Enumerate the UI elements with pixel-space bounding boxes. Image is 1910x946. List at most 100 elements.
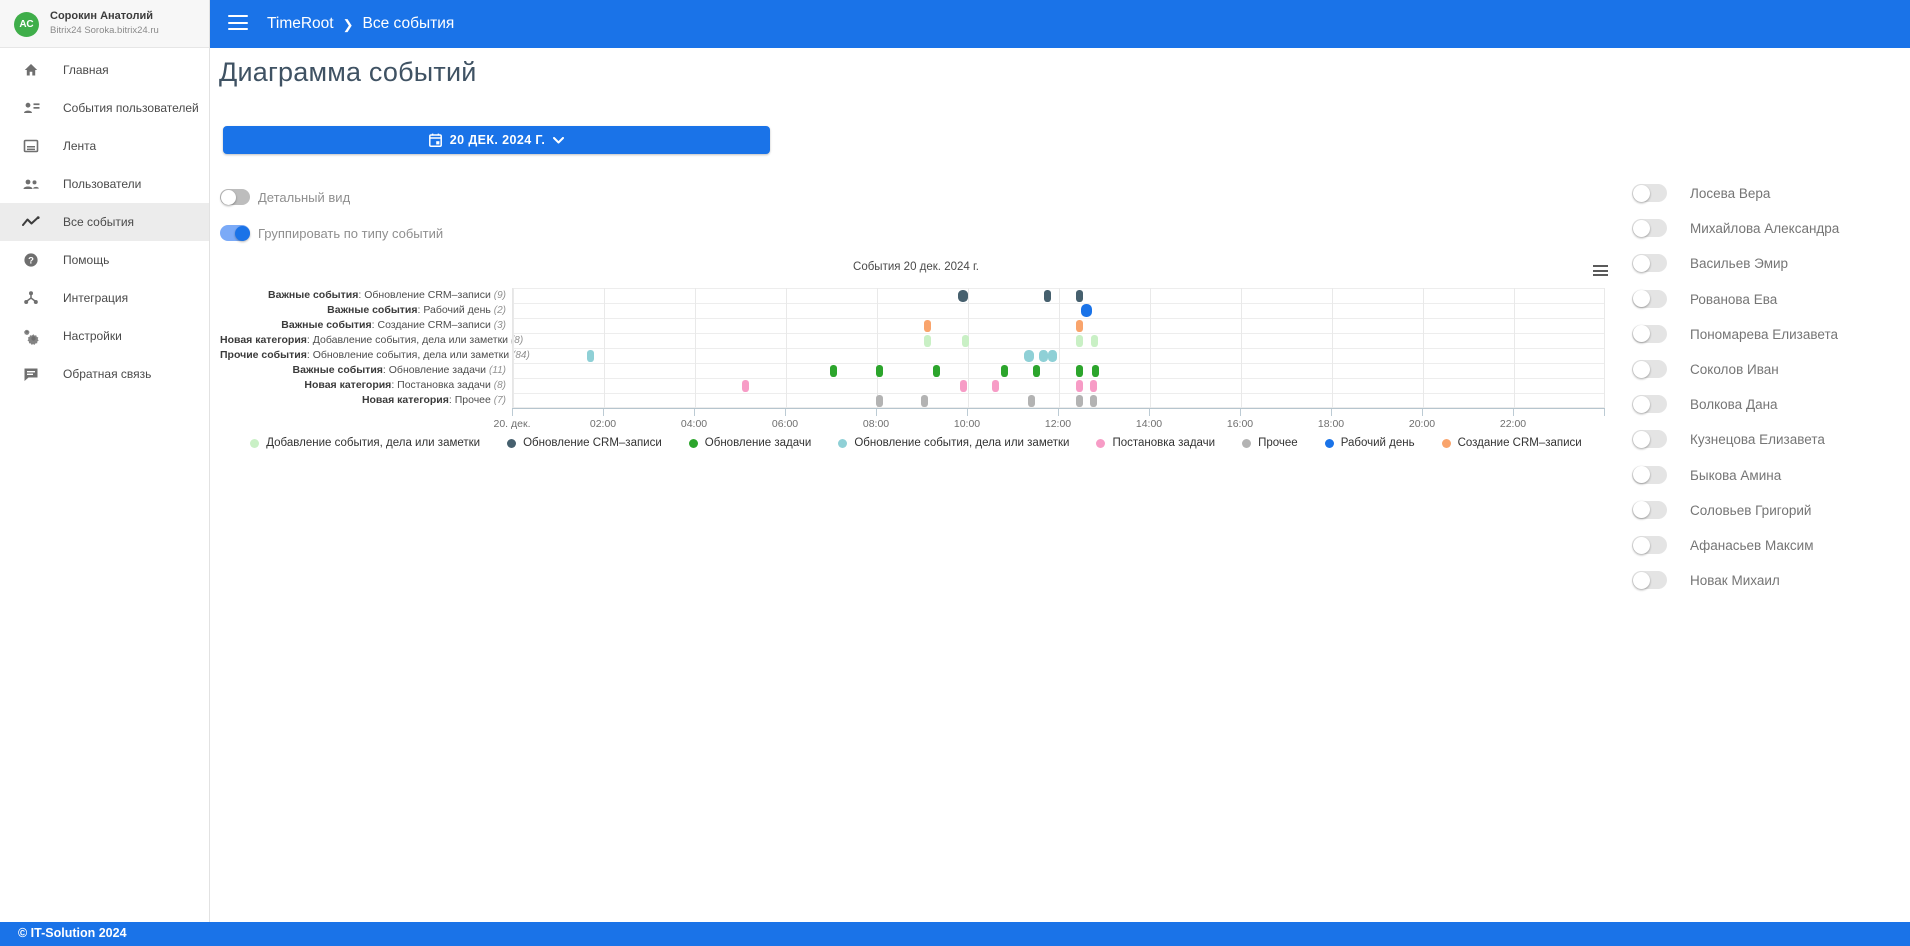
event-mark[interactable] — [1000, 364, 1008, 377]
event-mark[interactable] — [1090, 334, 1098, 347]
top-app-bar: TimeRoot ❯ Все события — [210, 0, 1910, 48]
event-mark[interactable] — [1075, 319, 1083, 332]
settings-icon — [22, 327, 40, 345]
user-toggle-label: Рованова Ева — [1690, 291, 1778, 307]
footer-bar: © IT-Solution 2024 — [0, 922, 1910, 946]
event-mark[interactable] — [741, 379, 749, 392]
toggle-knob — [1632, 360, 1650, 378]
user-toggle-label: Пономарева Елизавета — [1690, 326, 1838, 342]
event-mark[interactable] — [1075, 394, 1083, 407]
menu-hamburger-icon[interactable] — [228, 15, 248, 31]
x-axis-label: 02:00 — [589, 418, 617, 430]
breadcrumb-app-title[interactable]: TimeRoot — [267, 15, 334, 32]
chart-gridline — [695, 288, 696, 408]
user-toggle[interactable] — [1632, 289, 1667, 308]
chart-gridline — [1059, 288, 1060, 408]
sidebar-item-all-events[interactable]: Все события — [0, 203, 209, 241]
x-axis-label: 08:00 — [862, 418, 890, 430]
x-axis-label: 18:00 — [1317, 418, 1345, 430]
user-toggle[interactable] — [1632, 430, 1667, 449]
x-axis-label: 12:00 — [1044, 418, 1072, 430]
event-mark[interactable] — [923, 319, 931, 332]
footer-copyright: © IT-Solution 2024 — [18, 926, 127, 940]
toggle-detailed-view[interactable] — [220, 189, 250, 205]
x-axis-tick — [603, 409, 604, 416]
toggle-group-by-type[interactable] — [220, 225, 250, 241]
event-mark[interactable] — [962, 334, 970, 347]
event-mark[interactable] — [875, 394, 883, 407]
user-toggle[interactable] — [1632, 500, 1667, 519]
event-mark[interactable] — [1080, 304, 1092, 317]
sidebar-item-label: Настройки — [63, 329, 122, 343]
chart-menu-icon[interactable] — [1593, 265, 1608, 277]
event-mark[interactable] — [1038, 349, 1048, 362]
user-toggle[interactable] — [1632, 465, 1667, 484]
x-axis-tick — [1513, 409, 1514, 416]
user-toggle[interactable] — [1632, 536, 1667, 554]
event-mark[interactable] — [875, 364, 883, 377]
sidebar-item-users[interactable]: Пользователи — [0, 165, 209, 203]
toggle-knob — [1632, 184, 1650, 202]
event-mark[interactable] — [1089, 379, 1097, 392]
user-toggle[interactable] — [1632, 571, 1667, 590]
legend-label: Обновление задачи — [704, 437, 812, 449]
event-mark[interactable] — [1047, 349, 1057, 362]
sidebar-item-settings[interactable]: Настройки — [0, 317, 209, 355]
user-toggle[interactable] — [1632, 219, 1667, 238]
sidebar-item-feedback[interactable]: Обратная связь — [0, 355, 209, 393]
sidebar-item-feed[interactable]: Лента — [0, 127, 209, 165]
user-toggle[interactable] — [1632, 395, 1667, 414]
event-mark[interactable] — [959, 379, 967, 392]
legend-label: Добавление события, дела или заметки — [266, 437, 481, 449]
x-axis-tick — [1240, 409, 1241, 416]
sidebar-item-help[interactable]: ? Помощь — [0, 241, 209, 279]
event-mark[interactable] — [958, 289, 969, 302]
all-events-icon — [22, 213, 40, 231]
x-axis-tick — [1149, 409, 1150, 416]
x-axis-label: 10:00 — [953, 418, 981, 430]
event-mark[interactable] — [1089, 394, 1097, 407]
user-toggle[interactable] — [1632, 360, 1667, 378]
legend-item: Рабочий день — [1324, 437, 1415, 449]
sidebar-item-label: Главная — [63, 63, 109, 77]
event-mark[interactable] — [830, 364, 838, 377]
event-mark[interactable] — [1032, 364, 1040, 377]
toggle-knob — [234, 225, 250, 241]
event-mark[interactable] — [1075, 379, 1083, 392]
date-picker-button[interactable]: 20 ДЕК. 2024 Г. — [223, 126, 770, 154]
event-mark[interactable] — [586, 349, 594, 362]
event-mark[interactable] — [1024, 349, 1035, 362]
user-toggle[interactable] — [1632, 324, 1667, 343]
user-toggle[interactable] — [1632, 184, 1667, 202]
event-mark[interactable] — [923, 334, 931, 347]
event-mark[interactable] — [1075, 289, 1083, 302]
event-mark[interactable] — [1044, 289, 1052, 302]
sidebar-item-integration[interactable]: Интеграция — [0, 279, 209, 317]
user-toggle-label: Лосева Вера — [1690, 186, 1771, 201]
sidebar-item-user-events[interactable]: События пользователей — [0, 89, 209, 127]
chart-gridline — [786, 288, 787, 408]
user-toggle-label: Волкова Дана — [1690, 397, 1778, 413]
sidebar-item-home[interactable]: Главная — [0, 51, 209, 89]
user-toggle-label: Афанасьев Максим — [1690, 538, 1814, 553]
event-mark[interactable] — [1028, 394, 1036, 407]
profile-name: Сорокин Анатолий — [50, 10, 153, 22]
chart-gridline — [604, 288, 605, 408]
sidebar: АС Сорокин Анатолий Bitrix24 Soroka.bitr… — [0, 0, 210, 922]
event-mark[interactable] — [921, 394, 929, 407]
breadcrumb-section: Все события — [362, 15, 455, 32]
event-mark[interactable] — [932, 364, 940, 377]
profile-block[interactable]: АС Сорокин Анатолий Bitrix24 Soroka.bitr… — [0, 0, 209, 48]
x-axis-label: 20. дек. — [493, 418, 531, 430]
x-axis-label: 16:00 — [1226, 418, 1254, 430]
event-mark[interactable] — [1091, 364, 1099, 377]
calendar-icon — [428, 133, 442, 147]
x-axis-label: 22:00 — [1499, 418, 1527, 430]
event-mark[interactable] — [991, 379, 999, 392]
event-mark[interactable] — [1075, 334, 1083, 347]
page-title: Диаграмма событий — [219, 57, 477, 87]
user-toggle[interactable] — [1632, 254, 1667, 273]
svg-text:?: ? — [28, 255, 34, 266]
event-mark[interactable] — [1075, 364, 1083, 377]
help-icon: ? — [22, 251, 40, 269]
